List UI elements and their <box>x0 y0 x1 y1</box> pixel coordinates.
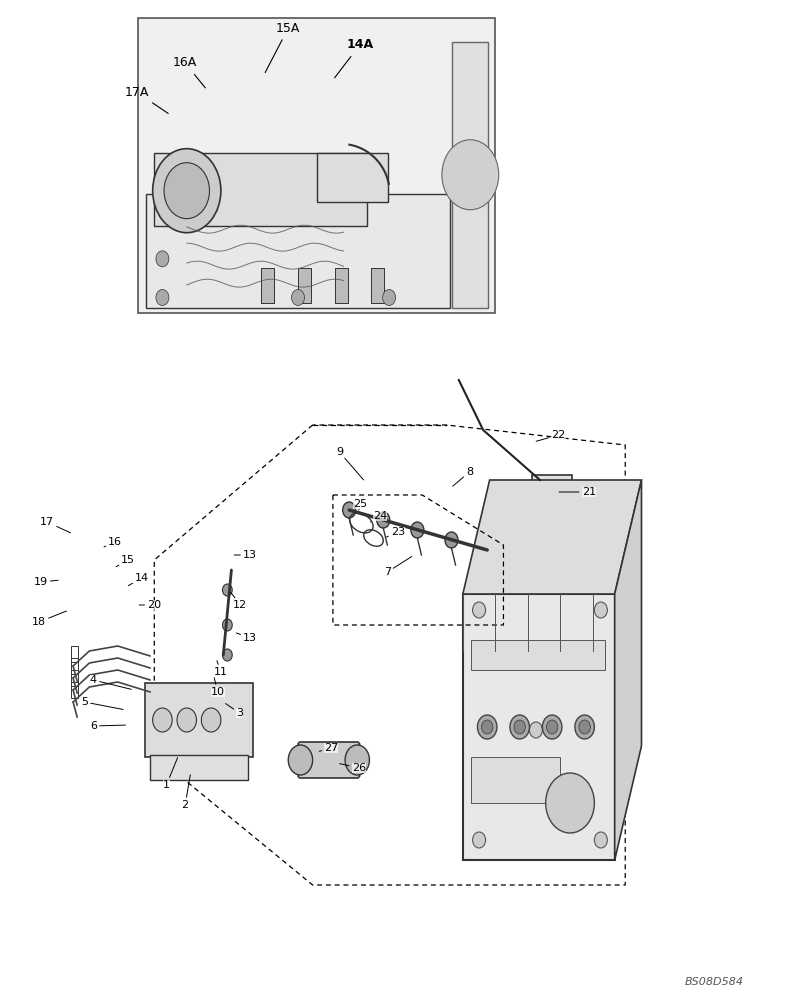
Circle shape <box>164 163 209 219</box>
Bar <box>531 475 572 500</box>
Text: 3: 3 <box>225 704 242 718</box>
Circle shape <box>594 832 607 848</box>
Circle shape <box>342 502 355 518</box>
Circle shape <box>177 708 196 732</box>
Bar <box>71 670 78 686</box>
Bar <box>452 42 487 308</box>
Text: 17A: 17A <box>124 86 168 113</box>
Polygon shape <box>614 480 641 860</box>
Text: 8: 8 <box>453 467 472 486</box>
Circle shape <box>441 140 498 210</box>
Circle shape <box>288 745 312 775</box>
Circle shape <box>594 602 607 618</box>
Polygon shape <box>462 480 641 594</box>
Circle shape <box>542 715 561 739</box>
Circle shape <box>291 290 304 306</box>
Circle shape <box>222 649 232 661</box>
Circle shape <box>376 512 389 528</box>
Circle shape <box>222 584 232 596</box>
Circle shape <box>513 720 525 734</box>
FancyBboxPatch shape <box>144 683 253 757</box>
Text: 11: 11 <box>213 661 228 677</box>
Bar <box>71 646 78 662</box>
Bar <box>470 640 604 670</box>
Text: 17: 17 <box>40 517 71 533</box>
Text: 23: 23 <box>386 527 405 537</box>
Circle shape <box>472 832 485 848</box>
Text: 10: 10 <box>210 678 225 697</box>
Text: 24: 24 <box>370 511 387 522</box>
Text: 14A: 14A <box>334 38 373 78</box>
Text: 26: 26 <box>339 763 366 773</box>
Text: 5: 5 <box>81 697 123 709</box>
Circle shape <box>545 773 594 833</box>
Text: 15: 15 <box>116 555 135 567</box>
FancyBboxPatch shape <box>298 742 359 778</box>
Circle shape <box>410 522 423 538</box>
Bar <box>71 658 78 674</box>
Text: 14: 14 <box>128 573 149 586</box>
Bar <box>298 267 311 302</box>
Text: 16A: 16A <box>173 56 205 88</box>
Text: 1: 1 <box>163 758 178 790</box>
Text: 25: 25 <box>352 499 367 510</box>
Text: 18: 18 <box>32 611 67 627</box>
Text: 16: 16 <box>104 537 122 547</box>
Circle shape <box>222 619 232 631</box>
Circle shape <box>472 602 485 618</box>
Circle shape <box>152 708 172 732</box>
Circle shape <box>156 290 169 306</box>
Circle shape <box>477 715 496 739</box>
Circle shape <box>444 532 457 548</box>
Text: 13: 13 <box>234 550 257 560</box>
Text: 21: 21 <box>558 487 595 497</box>
Bar <box>71 682 78 698</box>
Text: 13: 13 <box>236 633 257 643</box>
Circle shape <box>382 290 395 306</box>
Bar <box>316 153 388 202</box>
Bar <box>154 153 367 226</box>
Circle shape <box>481 720 492 734</box>
Bar <box>334 267 347 302</box>
Text: 22: 22 <box>535 430 565 441</box>
Circle shape <box>509 715 529 739</box>
Text: BS08D584: BS08D584 <box>684 977 743 987</box>
Text: 19: 19 <box>33 577 58 587</box>
Bar <box>150 755 247 780</box>
Text: 6: 6 <box>90 721 126 731</box>
Bar <box>146 194 449 308</box>
Text: 4: 4 <box>90 675 131 689</box>
Text: 2: 2 <box>182 775 190 810</box>
Text: 15A: 15A <box>265 21 300 73</box>
Bar <box>261 267 274 302</box>
Circle shape <box>156 251 169 267</box>
Text: 7: 7 <box>384 556 411 577</box>
Circle shape <box>152 149 221 233</box>
Text: 27: 27 <box>319 743 338 753</box>
Circle shape <box>345 745 369 775</box>
Bar <box>371 267 384 302</box>
Circle shape <box>529 722 542 738</box>
Circle shape <box>578 720 590 734</box>
Text: 12: 12 <box>230 592 247 610</box>
Circle shape <box>574 715 594 739</box>
FancyBboxPatch shape <box>138 18 495 312</box>
Text: 20: 20 <box>139 600 161 610</box>
Circle shape <box>546 720 557 734</box>
Text: 9: 9 <box>336 447 363 480</box>
Bar <box>470 757 560 803</box>
Bar <box>462 594 614 860</box>
Circle shape <box>201 708 221 732</box>
